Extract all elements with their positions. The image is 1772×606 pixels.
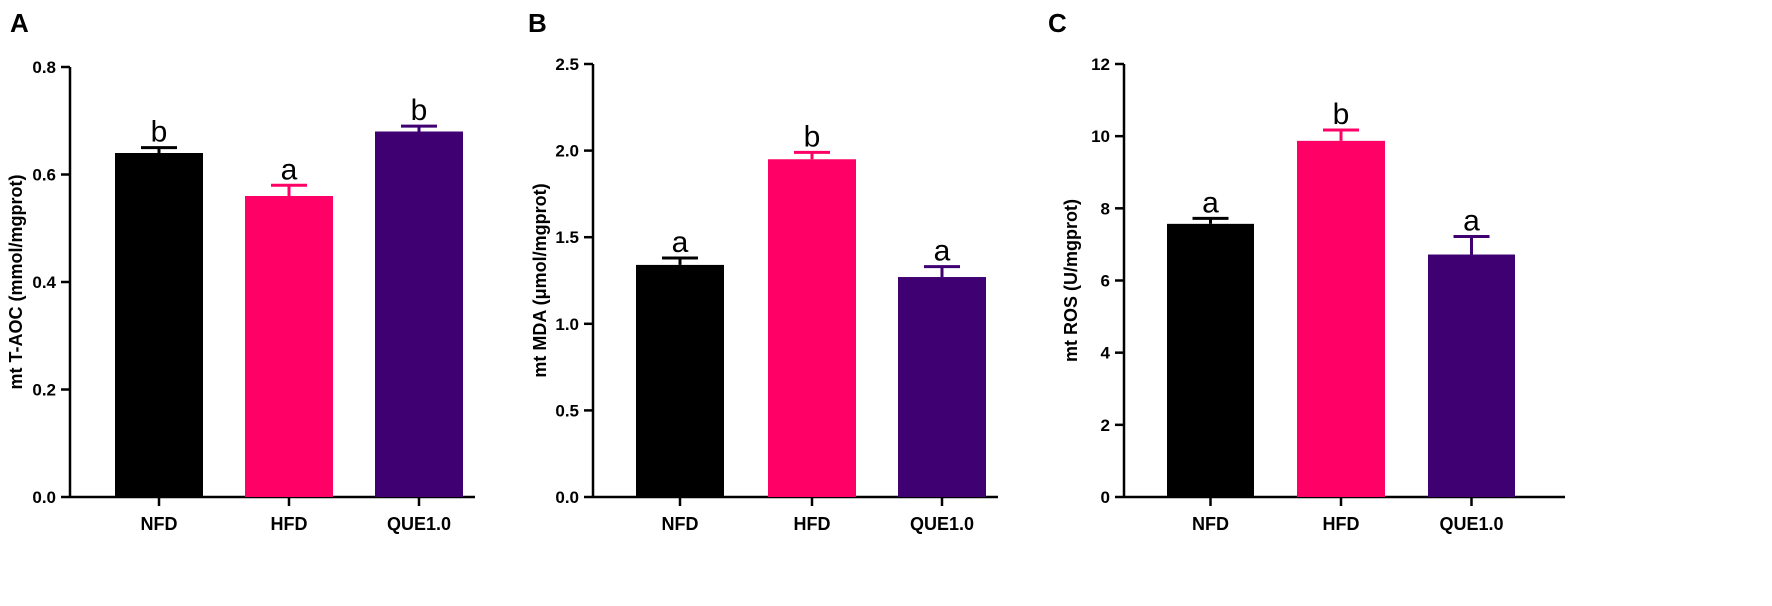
bar xyxy=(245,196,333,497)
bar xyxy=(1297,140,1385,498)
category-label: NFD xyxy=(1192,514,1229,534)
y-tick-label: 8 xyxy=(1101,199,1110,218)
category-label: NFD xyxy=(141,514,178,534)
category-label: HFD xyxy=(1323,514,1360,534)
y-tick-label: 0.5 xyxy=(555,401,579,420)
y-tick-label: 2.0 xyxy=(555,142,579,161)
panel-c: C 0 2 4 6 8 10 12 mt ROS (U/mgprot) a NFD b HFD a QUE1… xyxy=(1048,8,1565,534)
panel-a: A 0.0 0.2 0.4 0.6 0.8 mt T-AOC (mmol/mgprot) b N… xyxy=(6,8,475,534)
significance-label: a xyxy=(281,153,298,186)
y-tick-label: 12 xyxy=(1091,55,1110,74)
bar xyxy=(898,277,986,497)
significance-label: b xyxy=(1333,98,1350,131)
bar xyxy=(768,159,856,497)
significance-label: a xyxy=(1463,204,1480,237)
panel-letter: A xyxy=(10,8,29,38)
y-tick-label: 10 xyxy=(1091,127,1110,146)
category-label: NFD xyxy=(662,514,699,534)
significance-label: b xyxy=(151,116,168,149)
category-label: QUE1.0 xyxy=(387,514,451,534)
bar xyxy=(1167,223,1254,497)
significance-label: a xyxy=(934,235,951,268)
y-tick-label: 0.0 xyxy=(555,488,579,507)
y-tick-label: 1.5 xyxy=(555,228,579,247)
y-tick-label: 6 xyxy=(1101,272,1110,291)
y-axis-title: mt ROS (U/mgprot) xyxy=(1061,199,1081,362)
significance-label: a xyxy=(1202,186,1219,219)
y-tick-label: 2.5 xyxy=(555,55,579,74)
bar xyxy=(115,153,203,497)
bar xyxy=(636,264,724,497)
y-tick-label: 0.2 xyxy=(32,381,56,400)
panel-b: B 0.0 0.5 1.0 1.5 2.0 2.5 mt MDA (μmol/mgprot) a… xyxy=(528,8,998,534)
panel-letter: B xyxy=(528,8,547,38)
y-tick-label: 0.8 xyxy=(32,58,56,77)
significance-label: b xyxy=(411,94,428,127)
y-tick-label: 0.6 xyxy=(32,166,56,185)
y-tick-label: 0.0 xyxy=(32,488,56,507)
y-tick-label: 4 xyxy=(1101,344,1111,363)
y-axis-title: mt MDA (μmol/mgprot) xyxy=(530,183,550,377)
significance-label: b xyxy=(804,120,821,153)
bar xyxy=(375,131,463,497)
y-axis-title: mt T-AOC (mmol/mgprot) xyxy=(6,175,26,390)
y-tick-label: 0.4 xyxy=(32,273,56,292)
bar xyxy=(1428,254,1515,497)
panel-letter: C xyxy=(1048,8,1067,38)
category-label: HFD xyxy=(271,514,308,534)
y-tick-label: 2 xyxy=(1101,416,1110,435)
category-label: QUE1.0 xyxy=(1439,514,1503,534)
category-label: HFD xyxy=(794,514,831,534)
significance-label: a xyxy=(672,226,689,259)
category-label: QUE1.0 xyxy=(910,514,974,534)
y-tick-label: 0 xyxy=(1101,488,1110,507)
y-tick-label: 1.0 xyxy=(555,315,579,334)
